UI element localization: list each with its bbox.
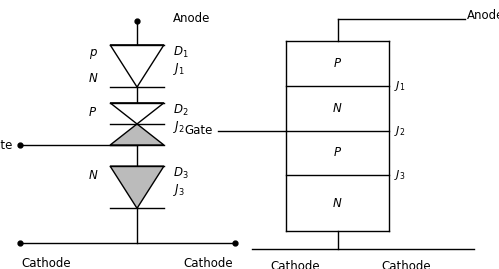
Text: $N$: $N$: [332, 102, 343, 115]
Text: $D_3$: $D_3$: [173, 166, 188, 181]
Text: $P$: $P$: [333, 146, 342, 160]
Text: Cathode: Cathode: [183, 257, 233, 269]
Text: $N$: $N$: [88, 169, 98, 182]
Text: $J_1$: $J_1$: [173, 61, 185, 77]
Text: Cathode: Cathode: [22, 257, 71, 269]
Text: Gate: Gate: [0, 139, 12, 151]
Text: $P$: $P$: [333, 57, 342, 70]
Text: $N$: $N$: [88, 72, 98, 85]
Text: $D_2$: $D_2$: [173, 103, 188, 118]
Text: $J_2$: $J_2$: [394, 123, 405, 137]
Text: Cathode: Cathode: [270, 260, 319, 269]
Polygon shape: [110, 45, 164, 87]
Text: Gate: Gate: [185, 124, 213, 137]
Text: Anode: Anode: [173, 12, 210, 25]
Text: $J_3$: $J_3$: [394, 168, 405, 182]
Polygon shape: [110, 103, 164, 124]
Text: $N$: $N$: [332, 197, 343, 210]
Polygon shape: [110, 124, 164, 145]
Polygon shape: [110, 166, 164, 208]
Text: $D_1$: $D_1$: [173, 45, 188, 60]
Text: $J_3$: $J_3$: [173, 182, 185, 198]
Text: $J_1$: $J_1$: [394, 79, 405, 93]
Text: Cathode: Cathode: [381, 260, 431, 269]
Text: Anode: Anode: [467, 9, 499, 22]
Text: $p$: $p$: [88, 47, 97, 61]
Text: $J_2$: $J_2$: [173, 119, 185, 135]
Text: $P$: $P$: [88, 106, 97, 119]
